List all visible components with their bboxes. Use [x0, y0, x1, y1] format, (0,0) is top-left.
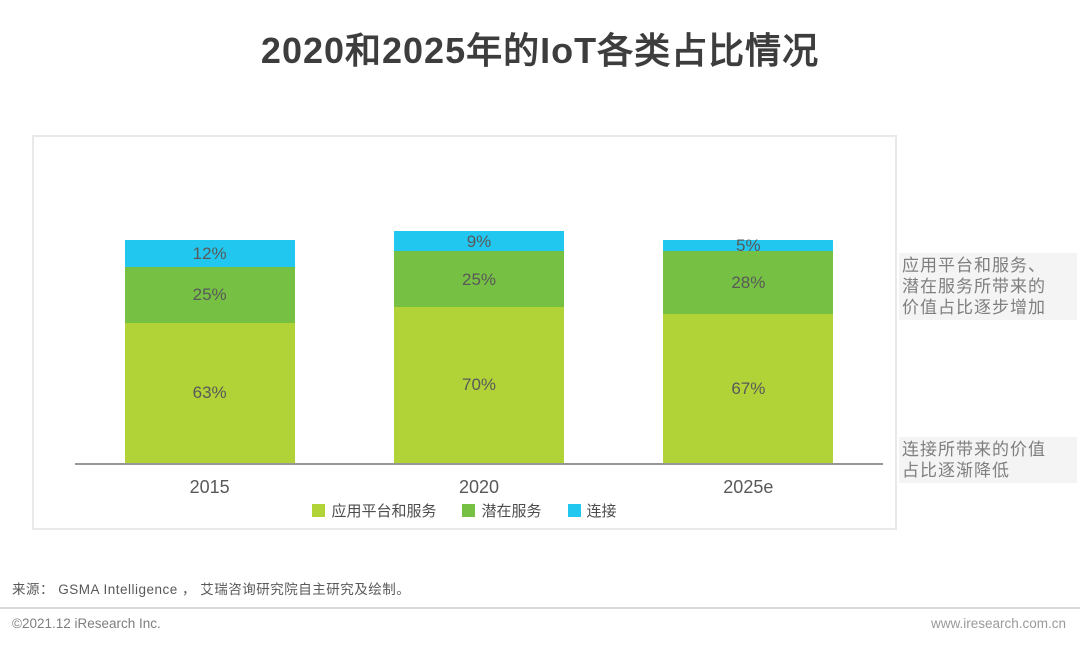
- segment-value-label: 9%: [466, 231, 492, 251]
- legend-swatch-icon: [567, 504, 581, 517]
- bar-segment-2025e: 28%: [663, 251, 834, 314]
- segment-value-label: 63%: [192, 383, 227, 403]
- legend-label: 应用平台和服务: [331, 503, 437, 520]
- legend-item: 潜在服务: [462, 500, 542, 521]
- bar-2025e: 67% 28% 5%: [663, 236, 834, 463]
- legend: 应用平台和服务 潜在服务 连接: [34, 500, 895, 521]
- plot-area: 63% 25% 12% 2015 70% 25% 9% 2020 67% 28% 5% 2025e: [75, 137, 883, 497]
- annotation-connection-decrease: 连接所带来的价值 占比逐渐降低: [899, 437, 1077, 483]
- bar-segment-2015: 63%: [124, 322, 295, 463]
- bar-segment-2020: 25%: [394, 251, 564, 307]
- source-line: 来源： GSMA Intelligence ， 艾瑞咨询研究院自主研究及绘制。: [12, 582, 411, 597]
- chart-frame: 63% 25% 12% 2015 70% 25% 9% 2020 67% 28% 5% 2025e 应…: [32, 135, 897, 530]
- segment-value-label: 12%: [192, 243, 227, 263]
- x-axis-label-2020: 2020: [458, 477, 500, 497]
- bar-segment-2025e: 5%: [663, 236, 834, 256]
- bar-segment-2020: 70%: [394, 306, 564, 463]
- bar-segment-2015: 25%: [124, 266, 295, 323]
- segment-value-label: 70%: [461, 375, 497, 395]
- legend-swatch-icon: [462, 504, 476, 517]
- bar-segment-2015: 12%: [124, 240, 295, 267]
- segment-value-label: 67%: [731, 378, 766, 398]
- legend-label: 潜在服务: [481, 503, 542, 520]
- bar-2015: 63% 25% 12%: [124, 240, 295, 463]
- segment-value-label: 25%: [461, 269, 497, 289]
- bar-segment-2020: 9%: [394, 231, 564, 252]
- legend-swatch-icon: [312, 504, 326, 517]
- segment-value-label: 28%: [731, 272, 766, 292]
- x-axis-label-2015: 2015: [189, 477, 230, 497]
- x-axis-label-2025e: 2025e: [723, 477, 774, 497]
- annotation-services-increase: 应用平台和服务、 潜在服务所带来的 价值占比逐步增加: [899, 253, 1077, 320]
- segment-value-label: 25%: [192, 285, 227, 305]
- footer-divider: [0, 607, 1080, 609]
- copyright-text: ©2021.12 iResearch Inc.: [12, 616, 161, 631]
- segment-value-label: 5%: [736, 236, 761, 256]
- bar-segment-2025e: 67%: [663, 313, 834, 463]
- legend-item: 连接: [567, 500, 617, 521]
- legend-label: 连接: [586, 503, 617, 520]
- bar-2020: 70% 25% 9%: [394, 231, 564, 463]
- page-title: 2020和2025年的IoT各类占比情况: [260, 30, 820, 71]
- website-url: www.iresearch.com.cn: [930, 616, 1066, 631]
- legend-item: 应用平台和服务: [312, 500, 436, 521]
